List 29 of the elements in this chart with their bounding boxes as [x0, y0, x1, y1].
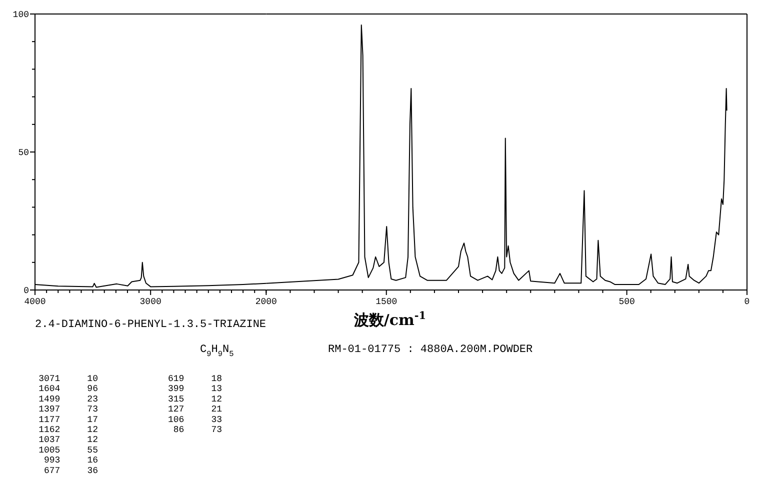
text: 127 21: [168, 404, 222, 415]
x-tick-label: 0: [744, 297, 750, 307]
x-tick-label: 2000: [255, 297, 277, 307]
text: 106 33: [168, 414, 222, 425]
x-tick-label: 3000: [140, 297, 162, 307]
text: 1177 17: [38, 414, 98, 425]
text: 2.4-DIAMINO-6-PHENYL-1.3.5-TRIAZINE: [35, 319, 266, 331]
text: 3071 10: [38, 374, 98, 384]
text: 619 18: [168, 374, 222, 384]
text: 1037 12: [38, 435, 98, 446]
x-tick-label: 4000: [24, 297, 46, 307]
text: 1162 12: [38, 425, 98, 435]
x-axis-title: 波数/cm$^{-1}$: [352, 310, 426, 329]
text: C$_{9}$H$_{9}$N$_{5}$: [200, 344, 234, 359]
text: RM-01-01775 : 4880A.200M.POWDER: [328, 344, 534, 356]
text: 1397 73: [38, 404, 98, 415]
y-tick-label: 100: [12, 10, 29, 20]
text: 1005 55: [38, 445, 98, 456]
text: 1604 96: [38, 384, 98, 394]
y-tick-label: 50: [18, 148, 29, 158]
x-tick-label: 500: [618, 297, 635, 307]
x-tick-label: 1500: [376, 297, 398, 307]
text: 677 36: [44, 466, 98, 476]
text: 399 13: [168, 384, 222, 394]
y-tick-label: 0: [24, 286, 29, 296]
text: 993 16: [44, 456, 98, 466]
text: 86 73: [173, 425, 222, 435]
text: 315 12: [168, 394, 222, 404]
text: 1499 23: [38, 394, 98, 404]
